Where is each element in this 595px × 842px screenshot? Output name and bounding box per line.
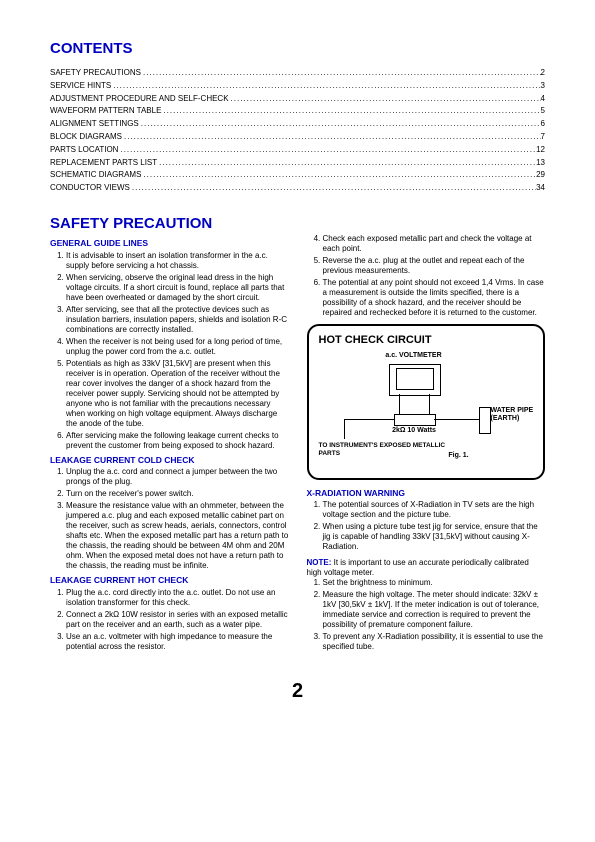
- resistor-icon: [394, 414, 436, 426]
- toc-row: SCHEMATIC DIAGRAMS 29: [50, 169, 545, 182]
- right-column: Check each exposed metallic part and che…: [307, 234, 546, 656]
- circuit-title: HOT CHECK CIRCUIT: [319, 334, 534, 348]
- toc-row: ADJUSTMENT PROCEDURE AND SELF-CHECK 4: [50, 93, 545, 106]
- toc-label: BLOCK DIAGRAMS: [50, 131, 122, 144]
- contents-heading: CONTENTS: [50, 40, 545, 57]
- toc-dots: [122, 131, 541, 144]
- toc-dots: [157, 157, 536, 170]
- page-number: 2: [50, 680, 545, 703]
- xrad-list: The potential sources of X-Radiation in …: [307, 500, 546, 552]
- list-item: After servicing, see that all the protec…: [66, 305, 289, 335]
- toc-row: SAFETY PRECAUTIONS 2: [50, 67, 545, 80]
- list-item: The potential sources of X-Radiation in …: [323, 500, 546, 520]
- list-item: Measure the resistance value with an ohm…: [66, 501, 289, 571]
- general-guide-list-cont: Check each exposed metallic part and che…: [307, 234, 546, 318]
- list-item: It is advisable to insert an isolation t…: [66, 251, 289, 271]
- toc-label: WAVEFORM PATTERN TABLE: [50, 105, 161, 118]
- hot-check-heading: LEAKAGE CURRENT HOT CHECK: [50, 575, 289, 586]
- toc-page: 29: [536, 169, 545, 182]
- wire: [344, 419, 394, 420]
- toc-page: 13: [536, 157, 545, 170]
- toc-label: PARTS LOCATION: [50, 144, 118, 157]
- list-item: Unplug the a.c. cord and connect a jumpe…: [66, 467, 289, 487]
- left-column: GENERAL GUIDE LINES It is advisable to i…: [50, 234, 289, 656]
- list-item: The potential at any point should not ex…: [323, 278, 546, 318]
- note-label: NOTE:: [307, 558, 332, 567]
- toc-dots: [161, 105, 540, 118]
- hot-check-circuit: HOT CHECK CIRCUIT a.c. VOLTMETER 2kΩ 10 …: [307, 324, 546, 480]
- toc-page: 12: [536, 144, 545, 157]
- toc-row: WAVEFORM PATTERN TABLE 5: [50, 105, 545, 118]
- list-item: Turn on the receiver's power switch.: [66, 489, 289, 499]
- note: NOTE: It is important to use an accurate…: [307, 558, 546, 578]
- list-item: Check each exposed metallic part and che…: [323, 234, 546, 254]
- hot-check-list: Plug the a.c. cord directly into the a.c…: [50, 588, 289, 652]
- toc-row: CONDUCTOR VIEWS 34: [50, 182, 545, 195]
- toc-dots: [118, 144, 536, 157]
- toc-label: ALIGNMENT SETTINGS: [50, 118, 139, 131]
- list-item: Set the brightness to minimum.: [323, 578, 546, 588]
- list-item: To prevent any X-Radiation possibility, …: [323, 632, 546, 652]
- toc-dots: [141, 67, 541, 80]
- note-text: It is important to use an accurate perio…: [307, 558, 529, 577]
- toc-page: 7: [541, 131, 545, 144]
- toc-label: ADJUSTMENT PROCEDURE AND SELF-CHECK: [50, 93, 229, 106]
- list-item: When servicing, observe the original lea…: [66, 273, 289, 303]
- note-list: Set the brightness to minimum. Measure th…: [307, 578, 546, 652]
- xrad-heading: X-RADIATION WARNING: [307, 488, 546, 499]
- toc-row: ALIGNMENT SETTINGS 6: [50, 118, 545, 131]
- cold-check-heading: LEAKAGE CURRENT COLD CHECK: [50, 455, 289, 466]
- safety-heading: SAFETY PRECAUTION: [50, 215, 545, 232]
- toc-label: CONDUCTOR VIEWS: [50, 182, 130, 195]
- voltmeter-label: a.c. VOLTMETER: [374, 352, 454, 361]
- waterpipe-icon: [479, 407, 491, 434]
- list-item: Reverse the a.c. plug at the outlet and …: [323, 256, 546, 276]
- toc-row: SERVICE HINTS 3: [50, 80, 545, 93]
- toc-dots: [229, 93, 541, 106]
- list-item: When using a picture tube test jig for s…: [323, 522, 546, 552]
- instruments-label: TO INSTRUMENT'S EXPOSED METALLIC PARTS: [319, 442, 449, 458]
- waterpipe-label: WATER PIPE (EARTH): [491, 407, 539, 425]
- toc-dots: [139, 118, 541, 131]
- toc-page: 3: [541, 80, 545, 93]
- list-item: Plug the a.c. cord directly into the a.c…: [66, 588, 289, 608]
- toc-label: REPLACEMENT PARTS LIST: [50, 157, 157, 170]
- list-item: Use an a.c. voltmeter with high impedanc…: [66, 632, 289, 652]
- toc-page: 2: [541, 67, 545, 80]
- toc-row: BLOCK DIAGRAMS 7: [50, 131, 545, 144]
- resistor-label: 2kΩ 10 Watts: [377, 427, 452, 436]
- general-guide-heading: GENERAL GUIDE LINES: [50, 238, 289, 249]
- toc-label: SERVICE HINTS: [50, 80, 111, 93]
- toc-dots: [130, 182, 536, 195]
- list-item: When the receiver is not being used for …: [66, 337, 289, 357]
- toc-label: SCHEMATIC DIAGRAMS: [50, 169, 141, 182]
- toc-label: SAFETY PRECAUTIONS: [50, 67, 141, 80]
- circuit-diagram: a.c. VOLTMETER 2kΩ 10 Watts WATER PIPE (…: [319, 352, 534, 472]
- toc-row: PARTS LOCATION 12: [50, 144, 545, 157]
- toc-page: 34: [536, 182, 545, 195]
- cold-check-list: Unplug the a.c. cord and connect a jumpe…: [50, 467, 289, 571]
- wire: [429, 394, 430, 414]
- wire: [434, 419, 479, 420]
- list-item: Potentials as high as 33kV [31,5kV] are …: [66, 359, 289, 429]
- toc-page: 5: [541, 105, 545, 118]
- list-item: After servicing make the following leaka…: [66, 431, 289, 451]
- toc-page: 6: [541, 118, 545, 131]
- list-item: Measure the high voltage. The meter shou…: [323, 590, 546, 630]
- fig-label: Fig. 1.: [439, 452, 479, 461]
- wire: [399, 394, 400, 414]
- toc-row: REPLACEMENT PARTS LIST 13: [50, 157, 545, 170]
- toc: SAFETY PRECAUTIONS 2SERVICE HINTS 3ADJUS…: [50, 67, 545, 195]
- toc-page: 4: [541, 93, 545, 106]
- general-guide-list: It is advisable to insert an isolation t…: [50, 251, 289, 451]
- list-item: Connect a 2kΩ 10W resistor in series wit…: [66, 610, 289, 630]
- voltmeter-inner: [396, 368, 434, 390]
- toc-dots: [111, 80, 540, 93]
- toc-dots: [141, 169, 536, 182]
- wire: [344, 419, 345, 439]
